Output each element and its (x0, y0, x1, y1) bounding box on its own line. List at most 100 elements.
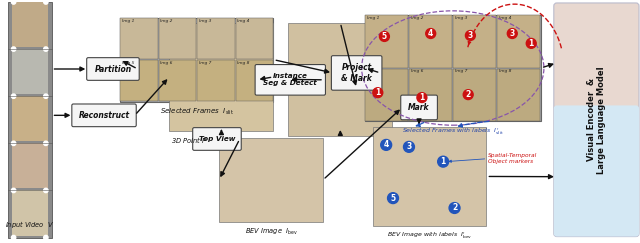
Bar (365, 15, 408, 68)
Bar (197, 18, 234, 59)
FancyBboxPatch shape (193, 128, 241, 150)
Text: Partition: Partition (94, 64, 131, 73)
Bar (453, 69, 497, 121)
Circle shape (12, 94, 16, 98)
Circle shape (426, 29, 436, 38)
Circle shape (465, 31, 476, 40)
FancyBboxPatch shape (554, 105, 639, 237)
Bar (12, 96, 47, 141)
Circle shape (12, 141, 16, 146)
Text: Input Video  $\mathit{V}$: Input Video $\mathit{V}$ (5, 219, 54, 230)
Text: Instance
Seg & Detect: Instance Seg & Detect (264, 73, 317, 87)
Bar (372, 127, 486, 226)
Circle shape (12, 47, 16, 51)
Circle shape (463, 90, 473, 100)
FancyBboxPatch shape (554, 3, 639, 237)
Circle shape (44, 188, 48, 193)
Circle shape (44, 47, 48, 51)
Text: Img 2: Img 2 (160, 19, 173, 23)
Text: 5: 5 (390, 194, 396, 203)
Text: 2: 2 (465, 90, 471, 99)
Bar (12, 2, 47, 47)
Text: Mark: Mark (408, 103, 430, 112)
Text: Img 8: Img 8 (499, 69, 511, 73)
Bar (8, 2, 52, 238)
Bar (12, 191, 47, 235)
Text: Selected Frames  $\mathit{I}_{\mathrm{slit}}$: Selected Frames $\mathit{I}_{\mathrm{sli… (159, 105, 234, 117)
Text: 3: 3 (468, 31, 473, 40)
Text: Img 1: Img 1 (122, 19, 134, 23)
Bar (236, 60, 273, 101)
Circle shape (449, 203, 460, 213)
Circle shape (508, 29, 517, 38)
Text: Img 2: Img 2 (411, 16, 423, 20)
Text: Visual Encoder  &
Large Language Model: Visual Encoder & Large Language Model (587, 66, 606, 174)
FancyBboxPatch shape (72, 104, 136, 127)
Circle shape (388, 193, 399, 204)
Text: Top View: Top View (199, 136, 236, 142)
Text: BEV Image with labels  $\mathit{I}^{\prime}_{\mathrm{bev}}$: BEV Image with labels $\mathit{I}^{\prim… (387, 231, 472, 241)
Circle shape (403, 141, 415, 152)
Text: 3D Point $\mathit{P}$: 3D Point $\mathit{P}$ (172, 135, 207, 145)
Circle shape (12, 188, 16, 193)
Bar (365, 69, 408, 121)
Bar (120, 18, 158, 59)
Text: 1: 1 (375, 88, 380, 97)
Bar (159, 18, 196, 59)
Text: Img 4: Img 4 (237, 19, 250, 23)
Bar (497, 15, 540, 68)
Text: Img 5: Img 5 (122, 61, 134, 65)
Text: 3: 3 (406, 142, 412, 151)
Bar (236, 18, 273, 59)
Bar (365, 15, 541, 121)
Circle shape (44, 141, 48, 146)
FancyBboxPatch shape (86, 58, 140, 80)
Circle shape (380, 32, 389, 41)
Bar (497, 69, 540, 121)
Bar (120, 60, 158, 101)
Circle shape (526, 38, 536, 48)
Text: Img 6: Img 6 (411, 69, 423, 73)
FancyBboxPatch shape (255, 65, 326, 95)
Text: Img 1: Img 1 (367, 16, 379, 20)
Text: Img 8: Img 8 (237, 61, 250, 65)
Text: Img 4: Img 4 (499, 16, 511, 20)
Text: 1: 1 (440, 157, 446, 166)
Text: 5: 5 (382, 32, 387, 41)
Text: 2: 2 (452, 203, 457, 212)
Circle shape (373, 88, 383, 98)
Text: 1: 1 (419, 93, 424, 102)
Bar (170, 23, 273, 131)
Circle shape (12, 235, 16, 240)
Text: 4: 4 (383, 140, 389, 149)
Text: Selected Frames with labels  $\mathit{I}^{\prime}_{\mathrm{slit}}$: Selected Frames with labels $\mathit{I}^… (402, 126, 504, 137)
Bar (12, 49, 47, 94)
Text: Img 5: Img 5 (367, 69, 379, 73)
Text: Spatial-Temporal
Object markers: Spatial-Temporal Object markers (488, 153, 538, 164)
Bar (288, 23, 392, 136)
Text: Project
& Mark: Project & Mark (341, 63, 372, 83)
Circle shape (44, 94, 48, 98)
Circle shape (44, 0, 48, 4)
Text: BEV Image  $\mathit{I}_{\mathrm{bev}}$: BEV Image $\mathit{I}_{\mathrm{bev}}$ (244, 227, 298, 237)
Text: 3: 3 (509, 29, 515, 38)
Bar (409, 15, 452, 68)
Bar (219, 138, 323, 222)
Circle shape (44, 235, 48, 240)
Bar (453, 15, 497, 68)
Circle shape (438, 156, 449, 167)
Bar (120, 18, 273, 102)
Circle shape (417, 93, 427, 103)
Bar (12, 143, 47, 189)
FancyBboxPatch shape (332, 56, 382, 90)
FancyBboxPatch shape (401, 95, 437, 120)
Text: Img 3: Img 3 (455, 16, 467, 20)
Text: Img 7: Img 7 (198, 61, 211, 65)
Bar (159, 60, 196, 101)
Circle shape (381, 139, 392, 150)
Text: Img 6: Img 6 (160, 61, 173, 65)
Text: Img 3: Img 3 (198, 19, 211, 23)
Text: Img 7: Img 7 (455, 69, 467, 73)
Bar (409, 69, 452, 121)
Text: 4: 4 (428, 29, 433, 38)
